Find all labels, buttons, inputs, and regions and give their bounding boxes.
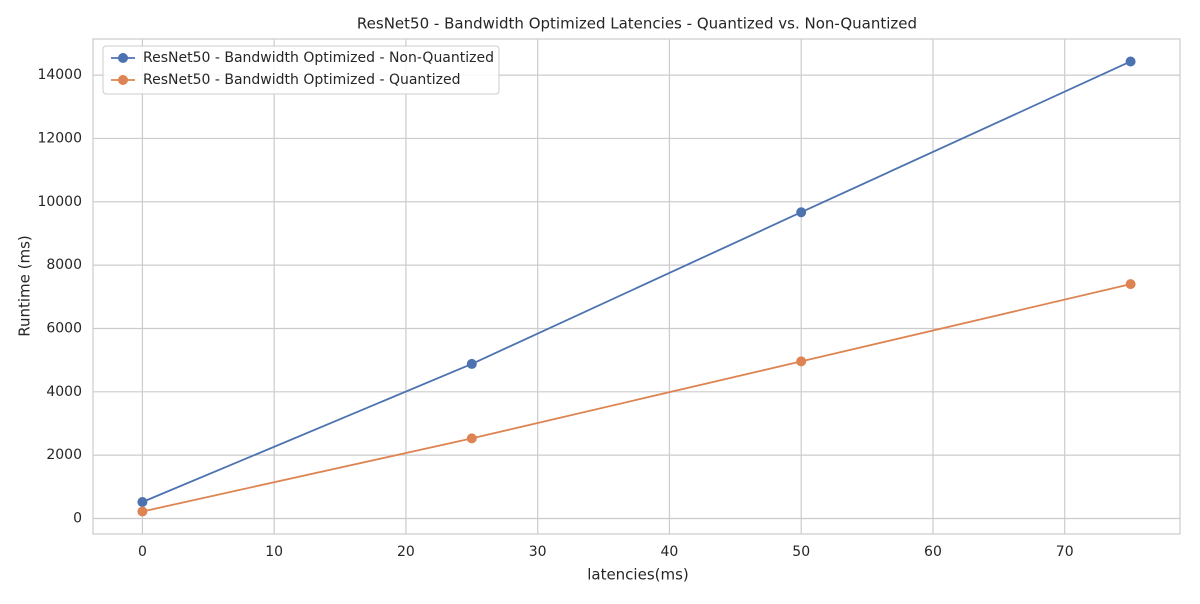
y-tick-label: 4000: [46, 384, 82, 400]
legend-label: ResNet50 - Bandwidth Optimized - Quantiz…: [143, 72, 461, 88]
data-point: [466, 358, 477, 369]
legend: ResNet50 - Bandwidth Optimized - Non-Qua…: [102, 45, 500, 95]
y-tick-label: 8000: [46, 257, 82, 273]
plot-frame: [92, 38, 1181, 535]
legend-box: [102, 45, 500, 95]
y-tick-label: 2000: [46, 447, 82, 463]
x-tick-label: 40: [661, 544, 679, 560]
legend-label: ResNet50 - Bandwidth Optimized - Non-Qua…: [143, 50, 494, 66]
data-point: [466, 433, 477, 444]
series-line: [142, 283, 1131, 513]
x-tick-label: 0: [138, 544, 147, 560]
y-tick-label: 12000: [37, 130, 82, 146]
y-tick-label: 6000: [46, 320, 82, 336]
data-point: [1125, 279, 1136, 290]
data-point: [137, 497, 148, 508]
legend-marker: [118, 53, 128, 63]
data-point: [796, 207, 807, 218]
legend-marker: [118, 75, 128, 85]
x-axis-label: latencies(ms): [587, 566, 689, 584]
data-point: [1125, 56, 1136, 67]
x-tick-label: 30: [529, 544, 547, 560]
y-tick-label: 14000: [37, 67, 82, 83]
y-tick-label: 10000: [37, 194, 82, 210]
data-point: [137, 506, 148, 517]
y-axis-label: Runtime (ms): [16, 235, 34, 337]
x-tick-label: 60: [924, 544, 942, 560]
chart-title: ResNet50 - Bandwidth Optimized Latencies…: [357, 15, 917, 33]
x-tick-label: 50: [792, 544, 810, 560]
x-tick-label: 20: [397, 544, 415, 560]
x-tick-label: 10: [265, 544, 283, 560]
series-line: [142, 60, 1131, 503]
data-point: [796, 356, 807, 367]
y-tick-label: 0: [73, 510, 82, 526]
x-tick-label: 70: [1056, 544, 1074, 560]
